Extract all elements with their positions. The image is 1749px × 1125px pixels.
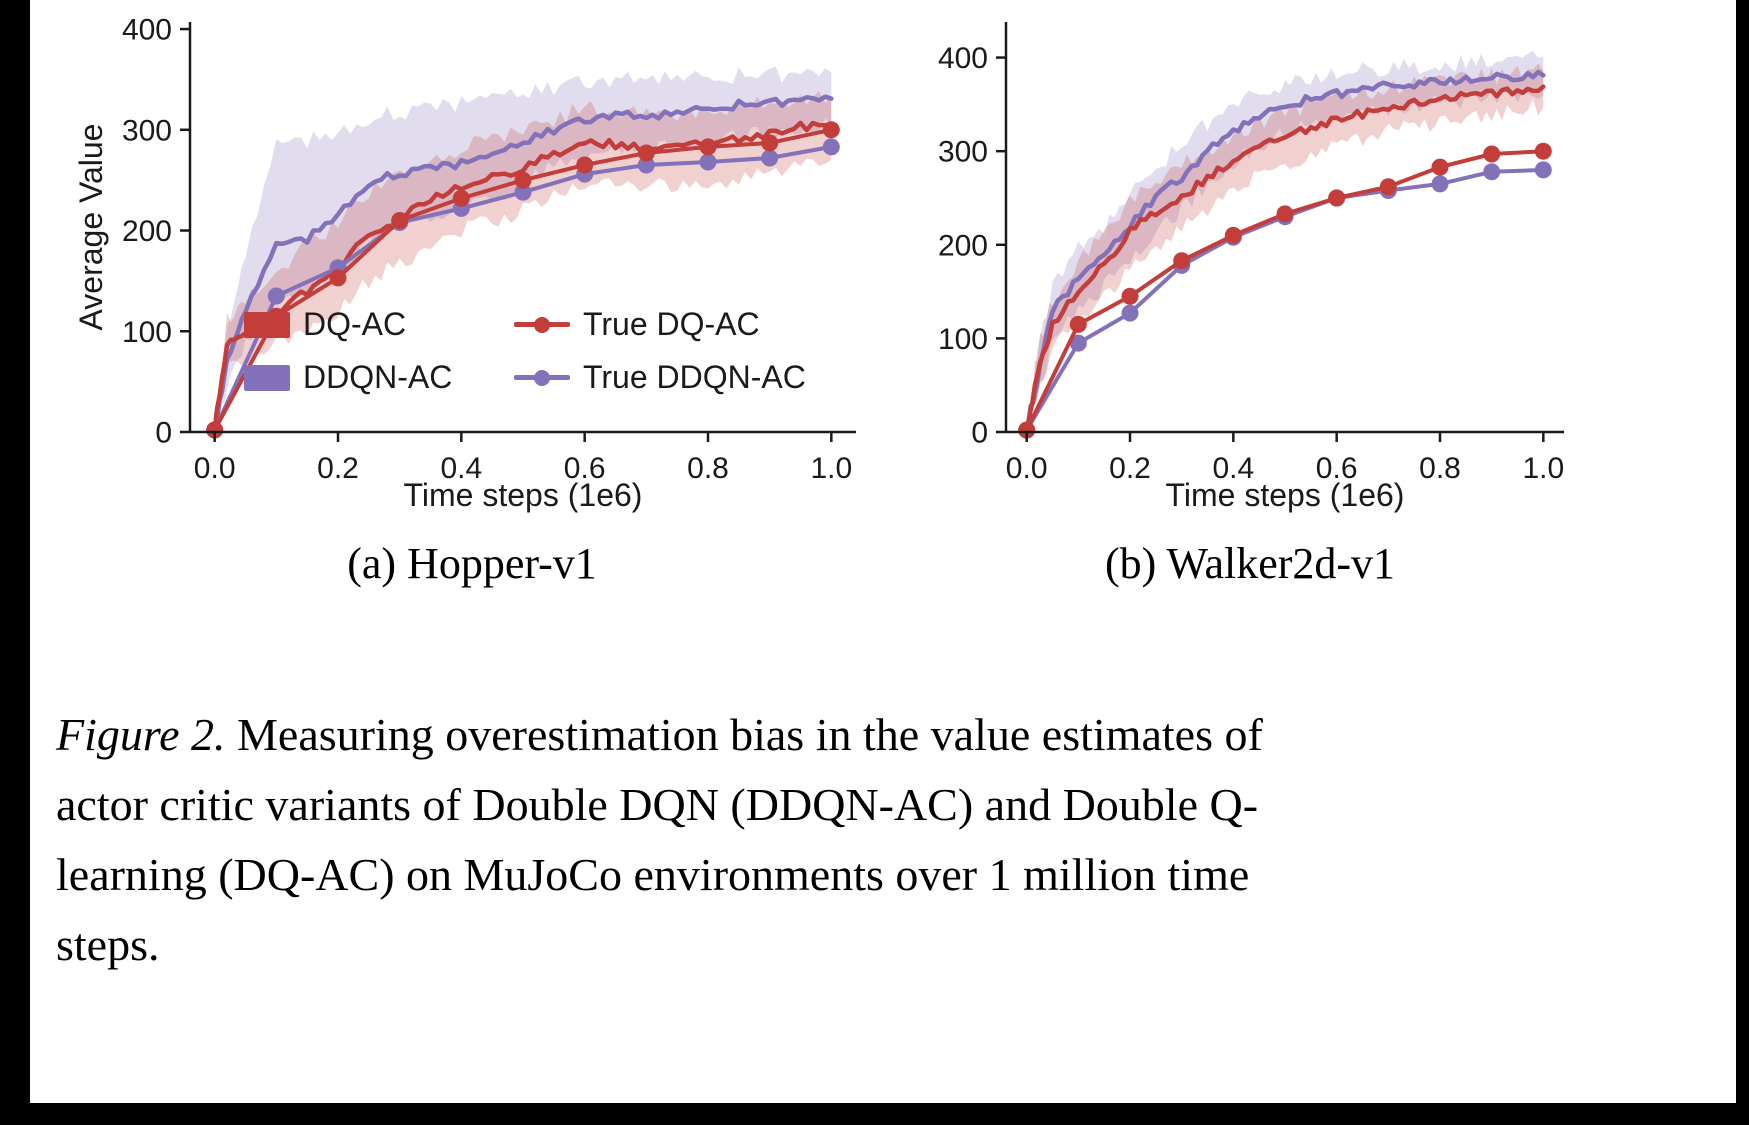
svg-text:400: 400 [122, 14, 172, 47]
svg-text:100: 100 [122, 316, 172, 349]
subcaption-a: (a) Hopper-v1 [347, 539, 597, 588]
svg-text:400: 400 [938, 42, 988, 75]
svg-text:Time steps (1e6): Time steps (1e6) [404, 477, 643, 513]
svg-text:200: 200 [938, 229, 988, 262]
legend-item-true-ddqnac: True DDQN-AC [514, 359, 806, 396]
caption-text-1: Measuring overestimation bias in the val… [237, 709, 1263, 760]
chart-hopper: 0 100 200 300 400 0.0 0.2 0.4 0.6 0.8 1.0 Time step… [72, 8, 872, 589]
true-ddqnac-marker-dot [534, 369, 550, 386]
svg-text:0.2: 0.2 [317, 452, 359, 485]
subcaption-b: (b) Walker2d-v1 [1104, 539, 1396, 588]
svg-text:0.6: 0.6 [1316, 452, 1358, 485]
page-edge-bottom [0, 1103, 1749, 1125]
hopper-plot: 0 100 200 300 400 0.0 0.2 0.4 0.6 0.8 1.0 Time step… [73, 14, 856, 513]
legend-item-ddqnac: DDQN-AC [244, 359, 496, 396]
svg-text:0.4: 0.4 [440, 452, 482, 485]
dqac-band-swatch [244, 311, 290, 338]
page-edge-right [1736, 0, 1749, 1125]
svg-text:1.0: 1.0 [1522, 452, 1564, 485]
caption-line-4: steps. [56, 919, 160, 970]
legend-item-dqac: DQ-AC [244, 306, 496, 343]
true-dqac-line-sample [514, 312, 570, 338]
svg-text:1.0: 1.0 [810, 452, 852, 485]
legend-label-true-ddqnac: True DDQN-AC [583, 359, 806, 395]
svg-text:0.4: 0.4 [1212, 452, 1254, 485]
svg-text:0.8: 0.8 [687, 452, 729, 485]
legend-label-true-dqac: True DQ-AC [583, 306, 760, 342]
svg-text:0: 0 [971, 417, 988, 450]
svg-text:300: 300 [938, 136, 988, 169]
true-dqac-marker-dot [534, 316, 550, 333]
caption-line-1: Figure 2. Measuring overestimation bias … [56, 700, 1696, 770]
svg-text:0.6: 0.6 [564, 452, 606, 485]
legend-item-true-dqac: True DQ-AC [514, 306, 806, 343]
svg-text:300: 300 [122, 114, 172, 147]
legend-label-ddqnac: DDQN-AC [303, 359, 453, 395]
svg-text:200: 200 [122, 215, 172, 248]
figure-charts-row: 0 100 200 300 400 0.0 0.2 0.4 0.6 0.8 1.0 Time step… [72, 8, 1580, 589]
caption-line-2: actor critic variants of Double DQN (DDQ… [56, 779, 1259, 830]
svg-text:100: 100 [938, 323, 988, 356]
svg-text:0.0: 0.0 [1006, 452, 1048, 485]
figure-caption: Figure 2. Measuring overestimation bias … [56, 700, 1696, 980]
svg-text:Average Value: Average Value [73, 124, 109, 331]
svg-text:0: 0 [155, 417, 172, 450]
plot-legend: DQ-AC True DQ-AC DDQN-AC [244, 306, 806, 396]
legend-label-dqac: DQ-AC [303, 306, 407, 342]
page-edge-left [0, 0, 30, 1125]
svg-text:Time steps (1e6): Time steps (1e6) [1166, 477, 1405, 513]
ddqnac-band-swatch [244, 364, 290, 391]
caption-line-3: learning (DQ-AC) on MuJoCo environments … [56, 849, 1250, 900]
caption-figure-label: Figure 2. [56, 709, 226, 760]
chart-walker2d: 0 100 200 300 400 0.0 0.2 0.4 0.6 0.8 1.0 Time step… [920, 8, 1580, 589]
svg-text:0.8: 0.8 [1419, 452, 1461, 485]
svg-text:0.2: 0.2 [1109, 452, 1151, 485]
walker2d-plot: 0 100 200 300 400 0.0 0.2 0.4 0.6 0.8 1.0 Time step… [938, 22, 1564, 513]
svg-text:0.0: 0.0 [194, 452, 236, 485]
true-ddqnac-line-sample [514, 365, 570, 391]
